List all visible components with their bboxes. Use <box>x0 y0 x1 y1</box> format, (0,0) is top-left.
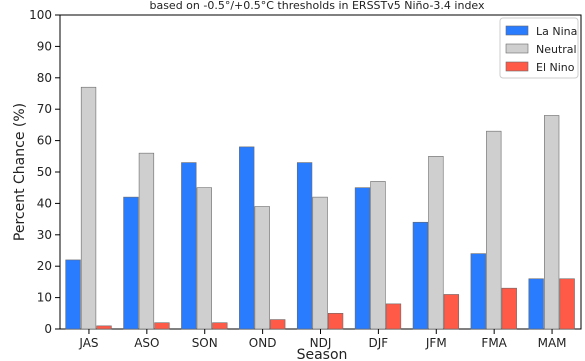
bar-la-nina-djf <box>354 187 371 330</box>
x-axis-title: Season <box>297 347 348 361</box>
x-tick-label: SON <box>192 336 218 350</box>
x-tick-label: DJF <box>369 336 389 350</box>
y-tick-label: 50 <box>37 165 52 179</box>
bar-la-nina-fma <box>470 253 486 330</box>
y-tick-label: 70 <box>37 102 52 116</box>
bar-neutral-ond <box>254 206 270 330</box>
y-tick-label: 20 <box>37 259 52 273</box>
legend-label-la-nina: La Nina <box>536 25 577 38</box>
x-tick-label: ASO <box>134 336 159 350</box>
y-tick-label: 40 <box>37 196 52 210</box>
bar-la-nina-mam <box>528 278 544 330</box>
bar-neutral-son <box>196 187 212 330</box>
bar-la-nina-son <box>181 162 197 330</box>
legend-swatch-la-nina <box>505 25 529 36</box>
x-tick-label: OND <box>249 336 277 350</box>
bar-neutral-ndj <box>312 196 328 330</box>
y-tick-label: 10 <box>37 291 52 305</box>
bar-el-nino-ndj <box>327 312 344 330</box>
x-tick-label: MAM <box>538 336 567 350</box>
bar-el-nino-jas <box>96 325 112 330</box>
x-tick-label: NDJ <box>310 336 332 350</box>
legend-label-el-nino: El Nino <box>536 61 575 74</box>
x-tick-label: JFM <box>425 336 447 350</box>
bar-neutral-fma <box>486 130 502 330</box>
bar-la-nina-ndj <box>296 162 313 330</box>
bar-el-nino-jfm <box>443 294 460 330</box>
y-tick-label: 100 <box>29 8 52 22</box>
y-tick-label: 80 <box>37 71 52 85</box>
x-tick-label: JAS <box>78 336 98 350</box>
plot-area: 0 10 20 30 40 50 60 70 80 90 100 JAS ASO SON OND NDJ DJF… <box>29 8 582 350</box>
bar-neutral-aso <box>138 152 155 330</box>
chart-title: based on -0.5°/+0.5°C thresholds in ERSS… <box>149 0 485 12</box>
bar-neutral-djf <box>370 181 386 330</box>
legend-swatch-el-nino <box>505 61 529 72</box>
bar-neutral-jfm <box>428 156 444 330</box>
bar-neutral-jas <box>80 86 97 330</box>
bar-neutral-mam <box>544 115 560 330</box>
bar-la-nina-jfm <box>412 221 429 330</box>
y-tick-label: 90 <box>37 39 52 53</box>
y-tick-label: 30 <box>37 228 52 242</box>
legend-label-neutral: Neutral <box>536 43 577 56</box>
bar-el-nino-aso <box>154 322 170 330</box>
bar-la-nina-aso <box>123 196 139 330</box>
bar-el-nino-son <box>212 322 228 330</box>
y-tick-label: 0 <box>44 322 52 336</box>
bar-el-nino-mam <box>559 278 575 330</box>
y-tick-label: 60 <box>37 134 52 148</box>
bar-la-nina-jas <box>65 259 81 330</box>
bar-el-nino-fma <box>501 287 517 330</box>
bar-la-nina-ond <box>239 146 255 330</box>
bar-el-nino-ond <box>270 319 286 330</box>
x-tick-label: FMA <box>481 336 507 350</box>
y-axis-title: Percent Chance (%) <box>12 103 28 241</box>
legend: La Nina Neutral El Nino <box>499 17 579 79</box>
legend-swatch-neutral <box>505 43 529 54</box>
bar-el-nino-djf <box>385 303 402 330</box>
